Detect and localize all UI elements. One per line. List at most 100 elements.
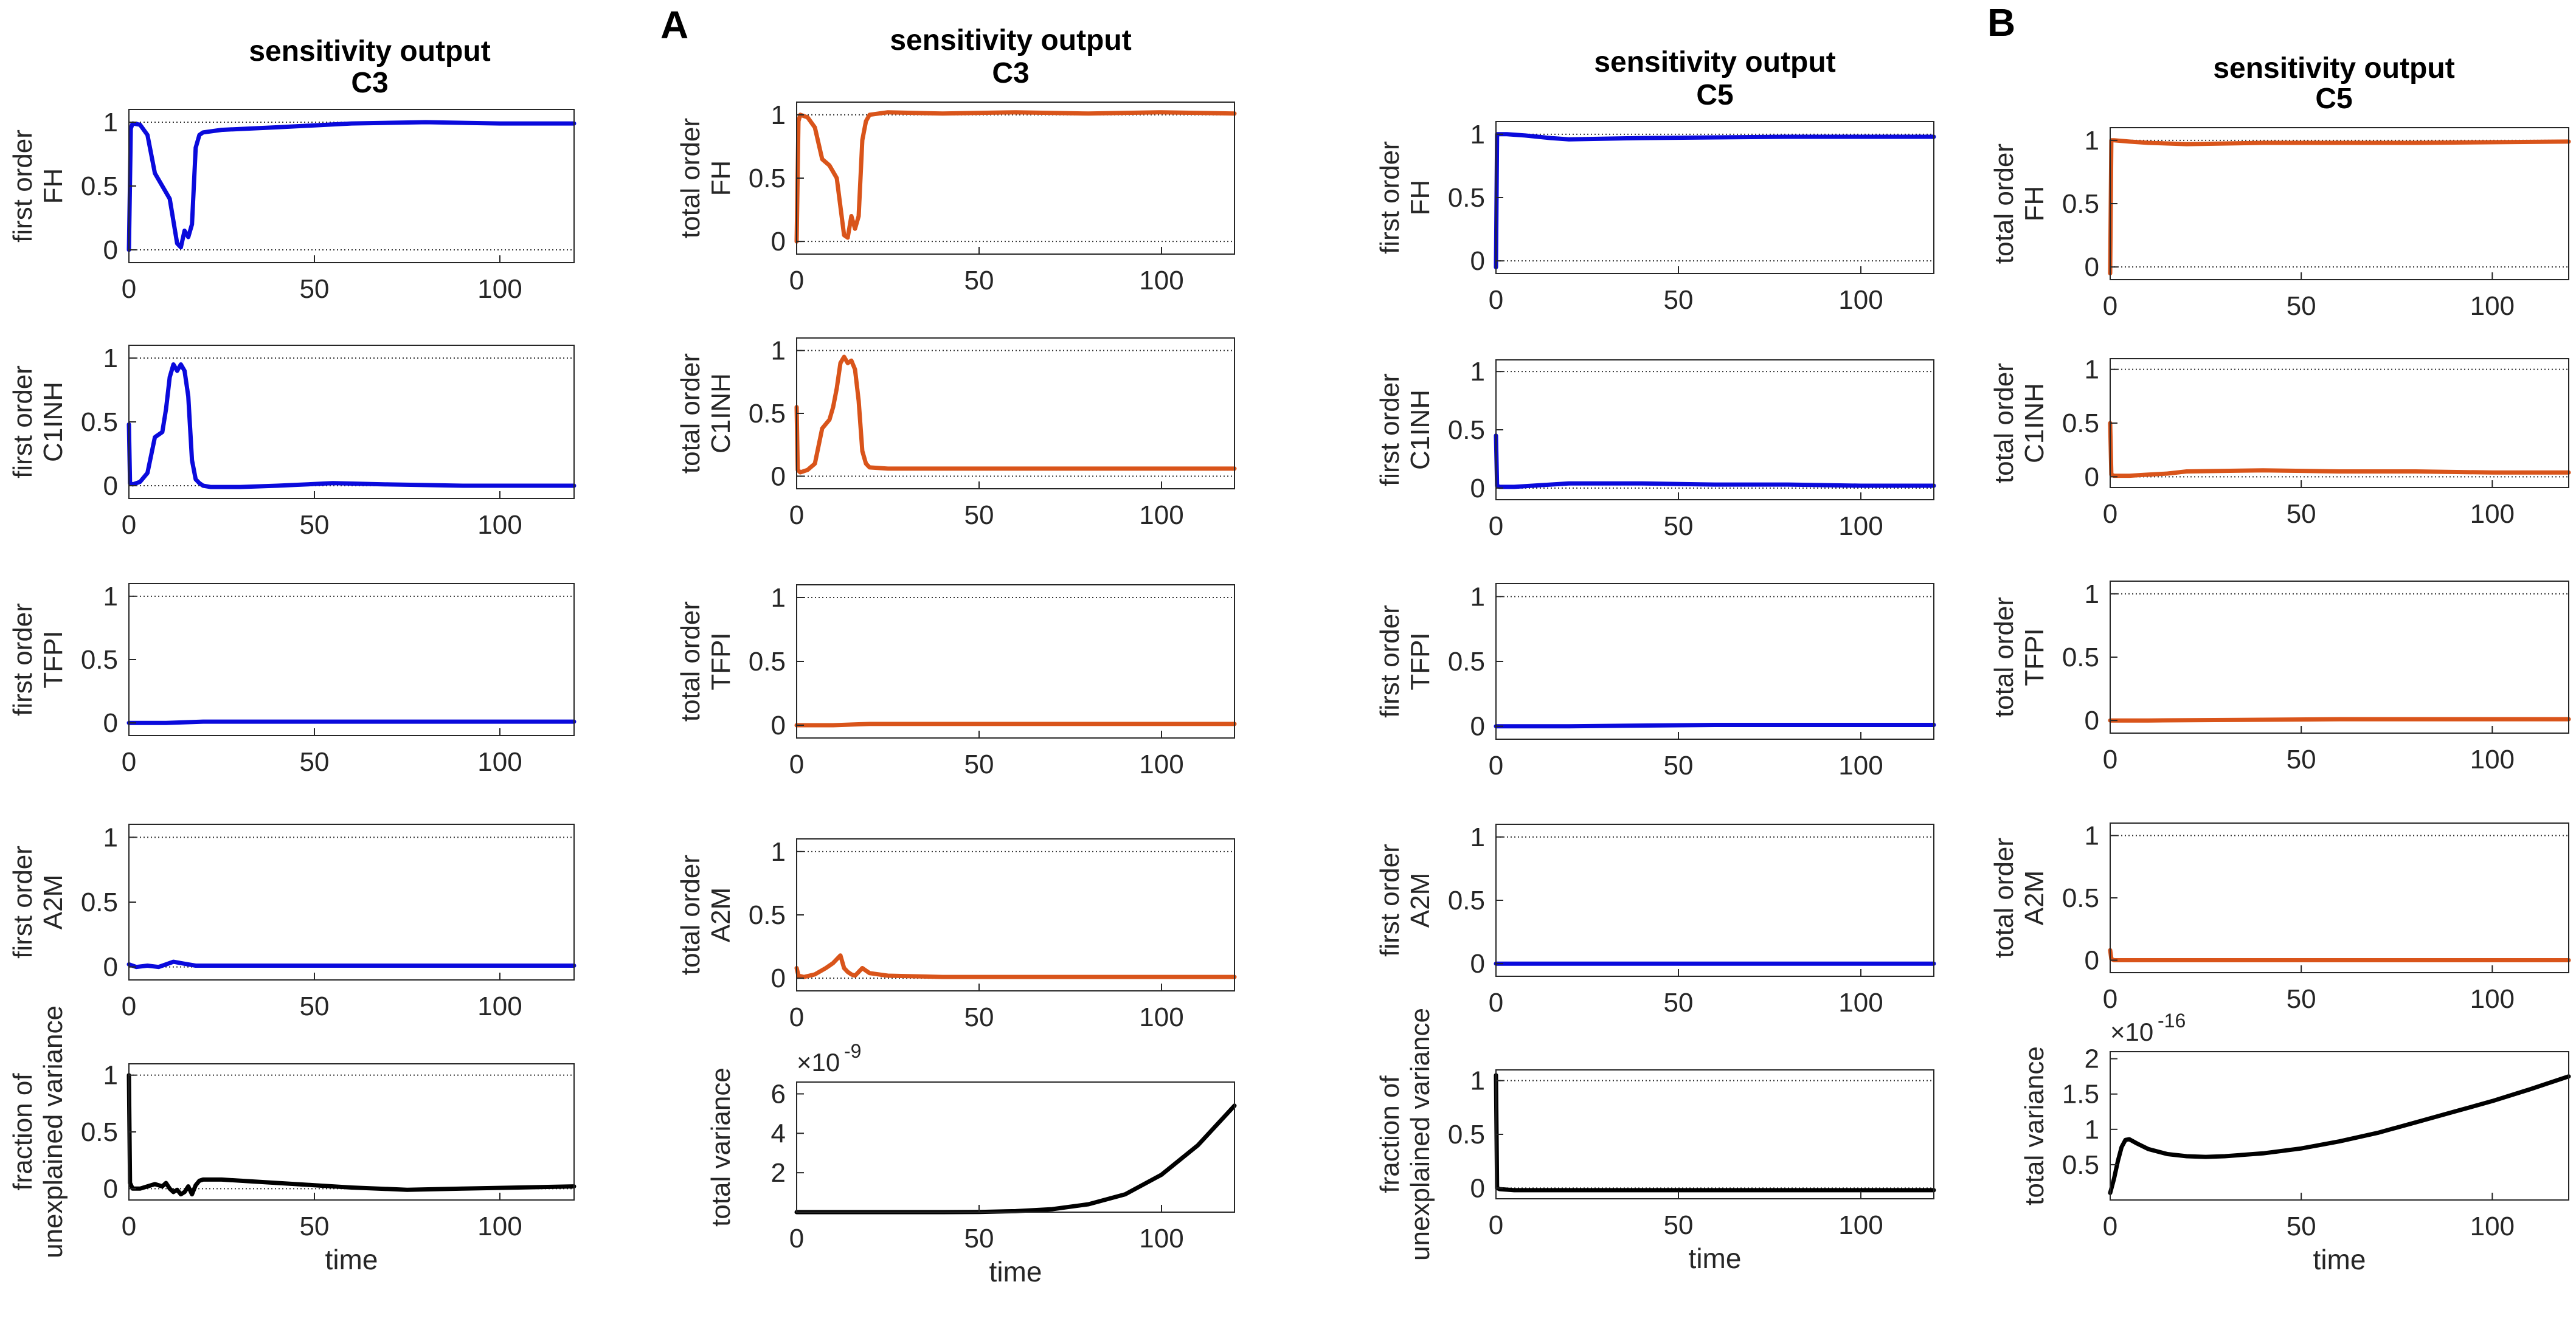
subplot-c0r0: 0 50 100 0 0.5 1 first order FH (8, 108, 576, 304)
subplot-c0r2: 0 50 100 0 0.5 1 first order TFPI (8, 582, 576, 777)
y-tick-label: 0.5 (749, 399, 786, 429)
x-tick-label: 100 (1139, 266, 1183, 295)
subplot-c3r0: 0 50 100 0 0.5 1 total order FH (1989, 126, 2571, 321)
subplot-c1r0: 0 50 100 0 0.5 1 total order FH (676, 100, 1237, 295)
y-axis-label: TFPI (706, 632, 736, 690)
x-tick-label: 100 (1139, 750, 1183, 779)
x-tick-label: 50 (1664, 285, 1694, 315)
subplot-c2r1: 0 50 100 0 0.5 1 first order C1INH (1375, 357, 1936, 541)
y-tick-label: 1 (2085, 126, 2099, 156)
y-tick-label: 2 (2085, 1044, 2099, 1074)
y-tick-label: 6 (771, 1079, 786, 1109)
x-tick-label: 0 (789, 500, 804, 530)
x-tick-label: 100 (2470, 499, 2515, 529)
y-tick-label: 0 (1470, 949, 1485, 979)
x-tick-label: 0 (1489, 285, 1503, 315)
axes-box (2110, 358, 2569, 488)
y-tick-label: 0 (771, 711, 786, 740)
y-axis-label: total variance (2020, 1046, 2049, 1205)
y-tick-label: 1 (2085, 1115, 2099, 1145)
x-tick-label: 0 (789, 1002, 804, 1032)
y-axis-label: FH (2020, 186, 2049, 222)
y-tick-label: 0.5 (749, 164, 786, 193)
y-tick-label: 1 (103, 343, 118, 373)
axes-box (1495, 583, 1934, 740)
x-tick-label: 100 (1838, 285, 1883, 315)
y-tick-label: 0.5 (1448, 647, 1485, 677)
x-tick-label: 50 (964, 750, 994, 779)
subplot-c2r4: 0 50 100 0 0.5 1 fraction of unexplained varian… (1375, 1008, 1936, 1274)
x-tick-label: 0 (122, 274, 136, 304)
subplot-c0r3: 0 50 100 0 0.5 1 first order A2M (8, 822, 576, 1021)
y-tick-label: 2 (771, 1158, 786, 1188)
x-tick-label: 100 (2470, 1212, 2515, 1241)
series-line (126, 959, 576, 970)
x-tick-label: 0 (122, 747, 136, 777)
series-line (1494, 132, 1936, 270)
panel-letter-a: A (660, 3, 689, 47)
column-title: sensitivity output (1594, 46, 1835, 78)
y-tick-label: 0.5 (1448, 1120, 1485, 1150)
subplot-c0r1: 0 50 100 0 0.5 1 first order C1INH (8, 343, 576, 540)
y-tick-label: 0 (1470, 1173, 1485, 1203)
y-tick-label: 1 (771, 837, 786, 867)
axes-box (2110, 1051, 2569, 1201)
subplot-c1r3: 0 50 100 0 0.5 1 total order A2M (676, 837, 1237, 1032)
y-axis-label: A2M (1405, 873, 1435, 928)
y-tick-label: 1 (103, 822, 118, 852)
y-axis-label: TFPI (2020, 628, 2049, 686)
y-axis-label: C1INH (2020, 383, 2049, 463)
x-tick-label: 0 (1489, 988, 1503, 1018)
axes-box (2110, 127, 2569, 280)
y-tick-label: 4 (771, 1119, 786, 1148)
x-tick-label: 0 (1489, 751, 1503, 781)
y-axis-label: TFPI (38, 630, 68, 688)
x-tick-label: 0 (1489, 1210, 1503, 1240)
axes-box (1495, 824, 1934, 977)
y-tick-label: 0.5 (2062, 643, 2099, 672)
x-tick-label: 100 (1838, 988, 1883, 1018)
y-tick-label: 1 (2085, 355, 2099, 385)
y-tick-label: 0.5 (1448, 886, 1485, 915)
y-tick-label: 1 (1470, 1066, 1485, 1096)
y-axis-label: total order (676, 855, 705, 975)
y-tick-label: 1 (771, 336, 786, 366)
x-tick-label: 100 (1838, 751, 1883, 781)
y-axis-label: unexplained variance (38, 1005, 68, 1258)
subplot-c2r3: 0 50 100 0 0.5 1 first order A2M (1375, 822, 1936, 1018)
x-tick-label: 50 (2287, 1212, 2316, 1241)
y-axis-label: FH (1405, 180, 1435, 216)
x-tick-label: 100 (477, 274, 522, 304)
x-tick-label: 100 (2470, 291, 2515, 321)
y-tick-label: 0 (2085, 946, 2099, 976)
y-axis-label: total order (1989, 363, 2019, 483)
y-tick-label: 1 (771, 100, 786, 130)
x-tick-label: 50 (964, 266, 994, 295)
y-tick-label: 1 (771, 583, 786, 613)
x-tick-label: 50 (2287, 291, 2316, 321)
exponent-label: ×10 (2110, 1018, 2153, 1046)
y-tick-label: 0 (103, 953, 118, 982)
x-tick-label: 0 (122, 991, 136, 1021)
x-tick-label: 0 (122, 1212, 136, 1241)
y-tick-label: 0.5 (2062, 189, 2099, 219)
y-tick-label: 0.5 (1448, 183, 1485, 213)
series-line (2108, 421, 2571, 478)
y-axis-label: C1INH (706, 373, 736, 453)
series-line (2108, 1074, 2571, 1195)
axes-box (1495, 121, 1934, 274)
y-tick-label: 1 (2085, 579, 2099, 609)
y-axis-label: total order (1989, 838, 2019, 958)
y-tick-label: 1 (103, 108, 118, 137)
y-axis-label: first order (8, 365, 38, 478)
subplot-c1r2: 0 50 100 0 0.5 1 total order TFPI (676, 583, 1237, 779)
y-tick-label: 0.5 (749, 900, 786, 930)
series-line (794, 110, 1237, 244)
subplot-c3r2: 0 50 100 0 0.5 1 total order TFPI (1989, 579, 2571, 774)
y-axis-label: total order (676, 601, 705, 722)
x-tick-label: 100 (1838, 1210, 1883, 1240)
y-tick-label: 1 (103, 1061, 118, 1091)
x-tick-label: 50 (2287, 499, 2316, 529)
exponent-power: -9 (844, 1040, 861, 1062)
